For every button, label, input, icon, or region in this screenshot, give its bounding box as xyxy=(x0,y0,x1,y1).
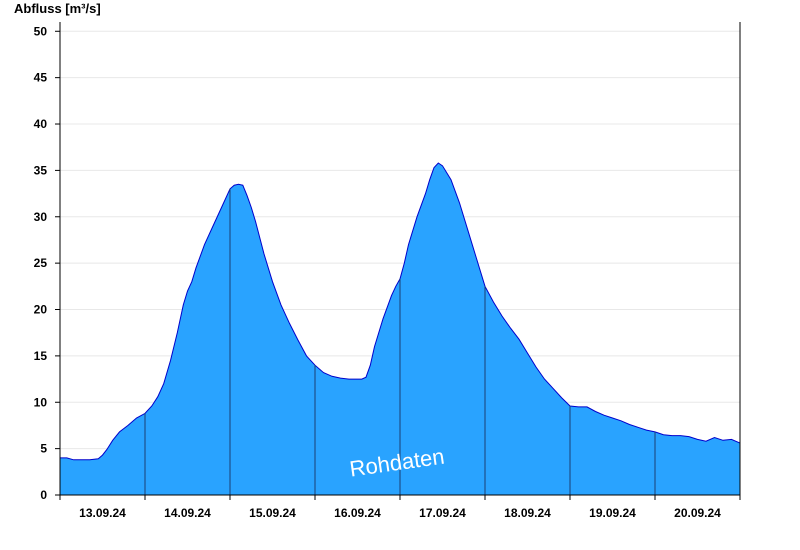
y-tick-label-30: 30 xyxy=(34,210,48,224)
y-axis-ticks: 0 5 10 15 20 25 30 35 40 45 50 xyxy=(34,24,60,502)
x-tick-label-3: 16.09.24 xyxy=(334,506,381,520)
y-tick-label-45: 45 xyxy=(34,71,48,85)
y-tick-label-15: 15 xyxy=(34,349,48,363)
y-axis-label: Abfluss [m³/s] xyxy=(14,1,101,16)
y-tick-label-40: 40 xyxy=(34,117,48,131)
x-axis-ticks: 13.09.24 14.09.24 15.09.24 16.09.24 17.09.24… xyxy=(59,495,741,520)
day-divider-lines xyxy=(144,188,656,495)
x-tick-label-2: 15.09.24 xyxy=(249,506,296,520)
x-tick-label-0: 13.09.24 xyxy=(79,506,126,520)
y-tick-label-35: 35 xyxy=(34,163,48,177)
x-tick-label-4: 17.09.24 xyxy=(419,506,466,520)
y-tick-label-50: 50 xyxy=(34,24,48,38)
x-tick-label-1: 14.09.24 xyxy=(164,506,211,520)
x-tick-label-5: 18.09.24 xyxy=(504,506,551,520)
x-tick-label-7: 20.09.24 xyxy=(674,506,721,520)
y-tick-label-20: 20 xyxy=(34,303,48,317)
y-tick-label-0: 0 xyxy=(40,488,47,502)
y-tick-label-5: 5 xyxy=(40,442,47,456)
y-tick-label-10: 10 xyxy=(34,395,48,409)
x-tick-label-6: 19.09.24 xyxy=(589,506,636,520)
y-tick-label-25: 25 xyxy=(34,256,48,270)
discharge-line xyxy=(60,162,741,461)
